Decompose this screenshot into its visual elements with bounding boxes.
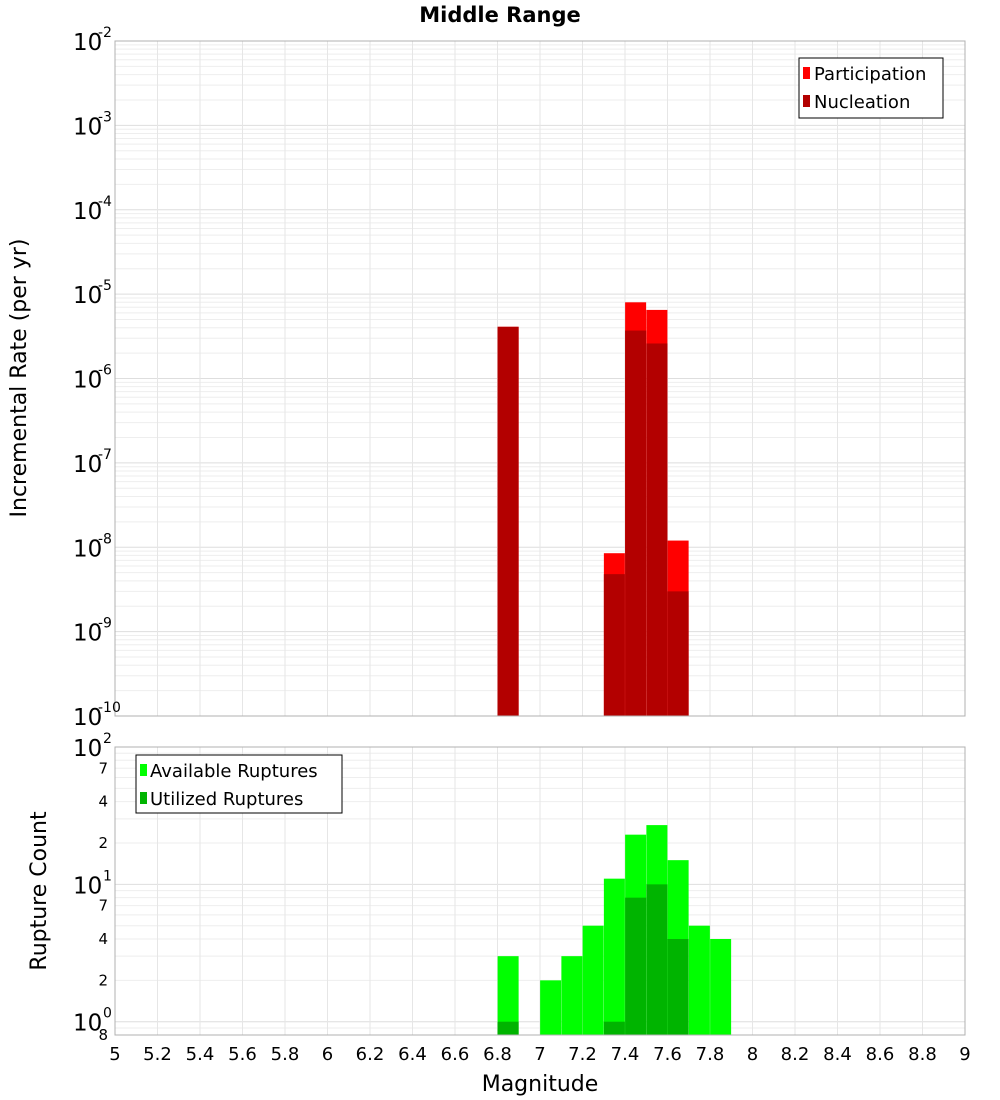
top-y-tick-label: 10 <box>73 705 102 731</box>
nucleation-bar <box>625 330 647 716</box>
x-tick-label: 5.4 <box>186 1044 215 1065</box>
x-tick-label: 5.2 <box>143 1044 172 1065</box>
available-ruptures-bar <box>497 956 519 1035</box>
top-y-tick-label: 10 <box>73 536 102 562</box>
top-y-tick-exponent: -5 <box>98 278 112 294</box>
x-tick-label: 7.6 <box>653 1044 682 1065</box>
top-legend-box <box>798 57 944 119</box>
nucleation-bar <box>603 574 625 716</box>
utilized-ruptures-bar <box>667 939 689 1035</box>
x-tick-label: 8.6 <box>866 1044 895 1065</box>
available-ruptures-bar <box>582 925 604 1035</box>
bottom-y-tick-label: 10 <box>73 873 102 899</box>
utilized-ruptures-bar <box>603 1021 625 1035</box>
nucleation-bar <box>646 343 668 716</box>
x-tick-label: 5.8 <box>271 1044 300 1065</box>
x-tick-label: 8.8 <box>908 1044 937 1065</box>
top-y-tick-exponent: -8 <box>98 531 112 547</box>
utilized-ruptures-bar <box>625 897 647 1035</box>
bottom-y-minor-tick-label: 2 <box>98 834 108 852</box>
x-tick-label: 8.2 <box>781 1044 810 1065</box>
x-tick-label: 6.8 <box>483 1044 512 1065</box>
top-gridlines <box>114 41 966 717</box>
available-ruptures-legend-swatch <box>140 764 147 776</box>
bottom-legend-box <box>135 754 343 814</box>
available-ruptures-bar <box>603 878 625 1035</box>
top-y-tick-label: 10 <box>73 199 102 225</box>
nucleation-bar <box>497 326 519 716</box>
available-ruptures-legend-label: Available Ruptures <box>150 761 318 782</box>
x-tick-label: 5.6 <box>228 1044 257 1065</box>
chart-title: Middle Range <box>419 3 580 27</box>
nucleation-bar <box>667 591 689 716</box>
top-y-tick-exponent: -3 <box>98 109 112 125</box>
available-ruptures-bar <box>540 980 562 1035</box>
bottom-y-tick-exponent: 2 <box>103 731 112 747</box>
top-y-tick-label: 10 <box>73 621 102 647</box>
top-y-tick-exponent: -7 <box>98 447 112 463</box>
bottom-y-tick-label: 10 <box>73 736 102 762</box>
utilized-ruptures-bar <box>646 884 668 1035</box>
x-tick-label: 7.2 <box>568 1044 597 1065</box>
top-y-tick-label: 10 <box>73 368 102 394</box>
x-tick-label: 6.2 <box>356 1044 385 1065</box>
nucleation-legend-label: Nucleation <box>814 92 910 113</box>
top-y-tick-exponent: -10 <box>98 700 121 716</box>
bottom-y-axis-label: Rupture Count <box>27 811 52 971</box>
bottom-y-minor-tick-label: 2 <box>98 971 108 989</box>
top-y-tick-exponent: -2 <box>98 25 112 41</box>
top-y-tick-label: 10 <box>73 30 102 56</box>
x-tick-label: 7.4 <box>611 1044 640 1065</box>
bottom-y-tick-label: 10 <box>73 1011 102 1037</box>
bottom-y-tick-exponent: 0 <box>103 1006 112 1022</box>
utilized-ruptures-bar <box>497 1021 519 1035</box>
top-y-tick-exponent: -4 <box>98 194 112 210</box>
x-tick-label: 7.8 <box>696 1044 725 1065</box>
x-tick-label: 8.4 <box>823 1044 852 1065</box>
top-y-axis-label: Incremental Rate (per yr) <box>7 239 32 518</box>
x-tick-label: 8 <box>747 1044 758 1065</box>
x-tick-label: 6 <box>322 1044 333 1065</box>
top-plot-border <box>114 40 966 717</box>
bottom-y-minor-tick-label: 4 <box>98 793 108 811</box>
bottom-y-minor-tick-label: 7 <box>98 897 108 915</box>
bottom-y-minor-tick-label: 4 <box>98 930 108 948</box>
x-tick-label: 7 <box>534 1044 545 1065</box>
bottom-y-minor-tick-label: 8 <box>98 1026 108 1044</box>
top-y-tick-label: 10 <box>73 283 102 309</box>
x-tick-label: 6.4 <box>398 1044 427 1065</box>
bottom-y-minor-tick-label: 7 <box>98 759 108 777</box>
utilized-ruptures-legend-swatch <box>140 792 147 804</box>
top-y-tick-label: 10 <box>73 114 102 140</box>
available-ruptures-bar <box>710 939 732 1035</box>
utilized-ruptures-legend-label: Utilized Ruptures <box>150 789 303 810</box>
nucleation-legend-swatch <box>803 95 810 107</box>
top-y-tick-exponent: -9 <box>98 616 112 632</box>
available-ruptures-bar <box>561 956 583 1035</box>
participation-legend-swatch <box>803 67 810 79</box>
bottom-y-tick-exponent: 1 <box>103 868 112 884</box>
bottom-plot-border <box>114 746 966 1036</box>
participation-legend-label: Participation <box>814 64 926 85</box>
x-tick-label: 5 <box>109 1044 120 1065</box>
x-tick-label: 6.6 <box>441 1044 470 1065</box>
top-y-tick-exponent: -6 <box>98 363 112 379</box>
x-tick-label: 9 <box>959 1044 970 1065</box>
available-ruptures-bar <box>688 925 710 1035</box>
top-y-tick-label: 10 <box>73 452 102 478</box>
x-axis-label: Magnitude <box>482 1072 599 1097</box>
